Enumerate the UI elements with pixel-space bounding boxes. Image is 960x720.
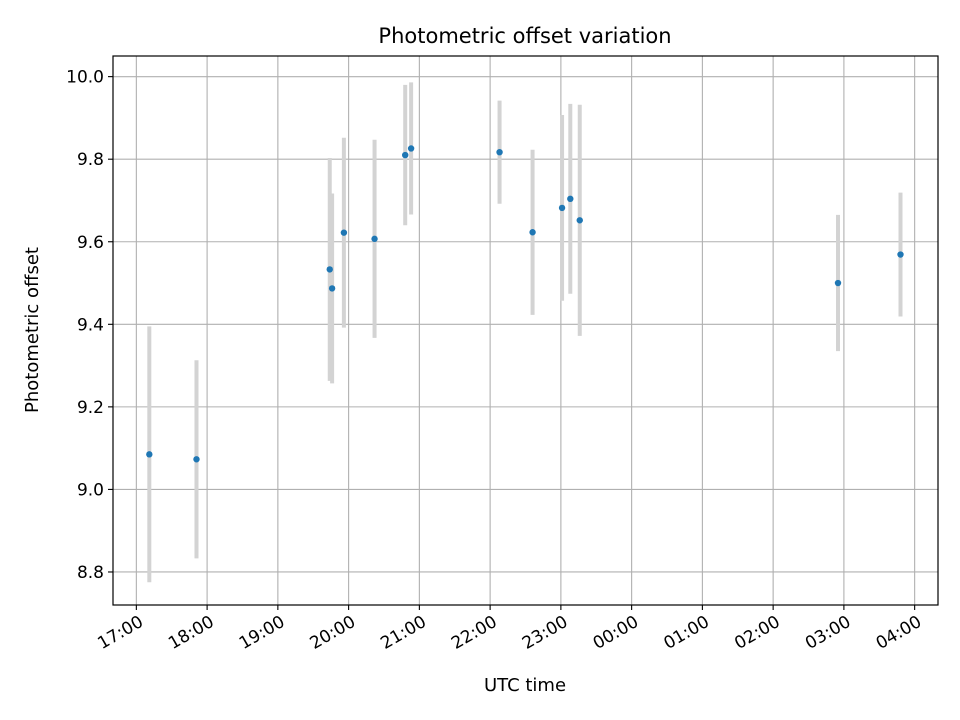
data-point — [407, 145, 415, 152]
plot-frame — [112, 55, 939, 606]
data-point — [340, 229, 348, 236]
data-point — [402, 151, 409, 159]
y-tick-label: 9.8 — [77, 150, 104, 170]
data-point — [496, 148, 503, 156]
y-tick-label: 9.0 — [77, 480, 104, 500]
data-point — [193, 456, 200, 463]
data-point — [558, 204, 566, 212]
y-axis-ticks: 8.8 9.0 9.2 9.4 9.6 9.8 10.0 — [66, 68, 113, 583]
data-point — [328, 285, 336, 292]
data-point — [834, 279, 842, 287]
y-axis-title: Photometric offset — [22, 247, 43, 413]
data-point — [897, 251, 904, 258]
data-point — [576, 217, 583, 224]
chart-title: Photometric offset variation — [378, 24, 671, 48]
y-tick-label: 10.0 — [66, 68, 104, 88]
data-point — [567, 195, 574, 203]
data-point — [326, 266, 333, 273]
data-point — [371, 235, 378, 243]
y-tick-label: 9.6 — [77, 233, 104, 253]
grid — [113, 56, 938, 605]
y-tick-label: 8.8 — [77, 563, 104, 583]
data-points — [146, 145, 904, 463]
y-tick-label: 9.4 — [77, 315, 104, 335]
data-point — [146, 451, 153, 458]
data-point — [529, 229, 536, 236]
x-axis-title: UTC time — [484, 675, 566, 696]
y-tick-label: 9.2 — [77, 398, 104, 418]
